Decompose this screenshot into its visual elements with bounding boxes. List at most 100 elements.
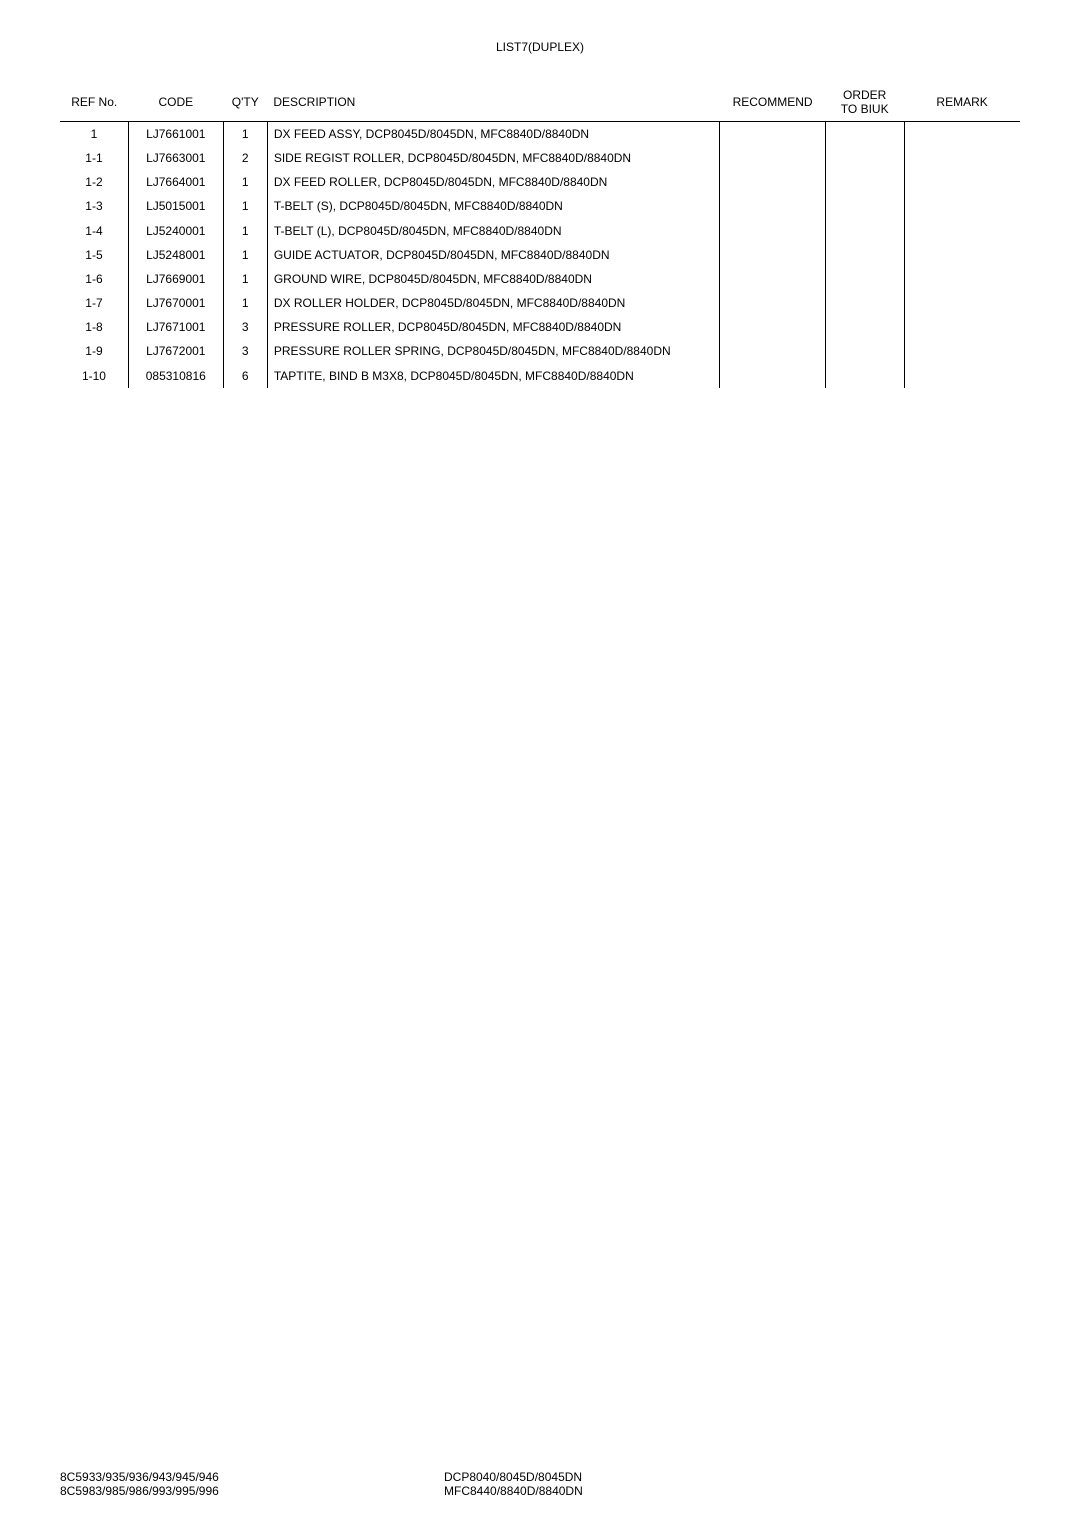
cell-ref: 1-6 [60,267,128,291]
cell-order [825,121,904,146]
cell-code: LJ7671001 [128,315,223,339]
header-order-line1: ORDER [843,88,886,102]
header-desc: DESCRIPTION [267,84,720,121]
cell-remark [904,267,1020,291]
header-order-line2: TO BIUK [841,102,889,116]
table-row: 1-4LJ52400011T-BELT (L), DCP8045D/8045DN… [60,219,1020,243]
footer-mid-line2: MFC8440/8840D/8840DN [444,1484,583,1498]
cell-order [825,146,904,170]
cell-desc: GROUND WIRE, DCP8045D/8045DN, MFC8840D/8… [267,267,720,291]
cell-desc: T-BELT (L), DCP8045D/8045DN, MFC8840D/88… [267,219,720,243]
cell-order [825,364,904,388]
cell-code: 085310816 [128,364,223,388]
cell-remark [904,315,1020,339]
cell-qty: 1 [223,267,267,291]
table-row: 1-1LJ76630012SIDE REGIST ROLLER, DCP8045… [60,146,1020,170]
cell-desc: DX FEED ROLLER, DCP8045D/8045DN, MFC8840… [267,170,720,194]
table-body: 1LJ76610011DX FEED ASSY, DCP8045D/8045DN… [60,121,1020,388]
cell-recommend [720,219,825,243]
header-code: CODE [128,84,223,121]
cell-desc: PRESSURE ROLLER SPRING, DCP8045D/8045DN,… [267,339,720,363]
cell-desc: T-BELT (S), DCP8045D/8045DN, MFC8840D/88… [267,194,720,218]
cell-qty: 3 [223,339,267,363]
cell-ref: 1-10 [60,364,128,388]
cell-ref: 1-5 [60,243,128,267]
cell-remark [904,291,1020,315]
cell-recommend [720,194,825,218]
table-row: 1-7LJ76700011DX ROLLER HOLDER, DCP8045D/… [60,291,1020,315]
cell-ref: 1 [60,121,128,146]
table-row: 1-2LJ76640011DX FEED ROLLER, DCP8045D/80… [60,170,1020,194]
table-row: 1LJ76610011DX FEED ASSY, DCP8045D/8045DN… [60,121,1020,146]
cell-remark [904,121,1020,146]
cell-recommend [720,170,825,194]
cell-ref: 1-2 [60,170,128,194]
cell-qty: 3 [223,315,267,339]
cell-ref: 1-9 [60,339,128,363]
cell-ref: 1-7 [60,291,128,315]
cell-code: LJ5240001 [128,219,223,243]
cell-ref: 1-1 [60,146,128,170]
cell-ref: 1-8 [60,315,128,339]
footer-left-line1: 8C5933/935/936/943/945/946 [60,1470,219,1484]
cell-qty: 6 [223,364,267,388]
cell-remark [904,339,1020,363]
cell-remark [904,219,1020,243]
header-ref: REF No. [60,84,128,121]
cell-order [825,267,904,291]
cell-code: LJ7663001 [128,146,223,170]
cell-qty: 1 [223,194,267,218]
cell-desc: TAPTITE, BIND B M3X8, DCP8045D/8045DN, M… [267,364,720,388]
cell-desc: PRESSURE ROLLER, DCP8045D/8045DN, MFC884… [267,315,720,339]
cell-code: LJ7672001 [128,339,223,363]
cell-ref: 1-3 [60,194,128,218]
table-row: 1-9LJ76720013PRESSURE ROLLER SPRING, DCP… [60,339,1020,363]
cell-remark [904,170,1020,194]
footer-mid: DCP8040/8045D/8045DN MFC8440/8840D/8840D… [444,1470,732,1498]
header-recommend: RECOMMEND [720,84,825,121]
table-row: 1-100853108166TAPTITE, BIND B M3X8, DCP8… [60,364,1020,388]
cell-code: LJ5015001 [128,194,223,218]
cell-recommend [720,146,825,170]
cell-order [825,315,904,339]
cell-order [825,219,904,243]
cell-recommend [720,364,825,388]
table-header: REF No. CODE Q'TY DESCRIPTION RECOMMEND … [60,84,1020,121]
table-row: 1-3LJ50150011T-BELT (S), DCP8045D/8045DN… [60,194,1020,218]
cell-recommend [720,243,825,267]
cell-recommend [720,121,825,146]
cell-remark [904,364,1020,388]
cell-code: LJ7661001 [128,121,223,146]
cell-desc: GUIDE ACTUATOR, DCP8045D/8045DN, MFC8840… [267,243,720,267]
cell-code: LJ7664001 [128,170,223,194]
footer-mid-line1: DCP8040/8045D/8045DN [444,1470,582,1484]
cell-desc: DX FEED ASSY, DCP8045D/8045DN, MFC8840D/… [267,121,720,146]
cell-code: LJ7669001 [128,267,223,291]
footer-right [732,1470,1020,1498]
table-row: 1-6LJ76690011GROUND WIRE, DCP8045D/8045D… [60,267,1020,291]
footer-left-line2: 8C5983/985/986/993/995/996 [60,1484,219,1498]
cell-recommend [720,315,825,339]
cell-qty: 1 [223,291,267,315]
cell-qty: 1 [223,121,267,146]
page-footer: 8C5933/935/936/943/945/946 8C5983/985/98… [0,1470,1080,1498]
cell-order [825,194,904,218]
cell-ref: 1-4 [60,219,128,243]
cell-recommend [720,291,825,315]
cell-desc: DX ROLLER HOLDER, DCP8045D/8045DN, MFC88… [267,291,720,315]
cell-remark [904,243,1020,267]
cell-desc: SIDE REGIST ROLLER, DCP8045D/8045DN, MFC… [267,146,720,170]
cell-order [825,339,904,363]
cell-qty: 1 [223,170,267,194]
header-order: ORDER TO BIUK [825,84,904,121]
parts-table: REF No. CODE Q'TY DESCRIPTION RECOMMEND … [60,84,1020,388]
cell-recommend [720,267,825,291]
cell-order [825,291,904,315]
header-remark: REMARK [904,84,1020,121]
cell-qty: 1 [223,219,267,243]
cell-code: LJ7670001 [128,291,223,315]
cell-qty: 1 [223,243,267,267]
table-row: 1-5LJ52480011GUIDE ACTUATOR, DCP8045D/80… [60,243,1020,267]
cell-order [825,243,904,267]
page-title: LIST7(DUPLEX) [0,0,1080,84]
